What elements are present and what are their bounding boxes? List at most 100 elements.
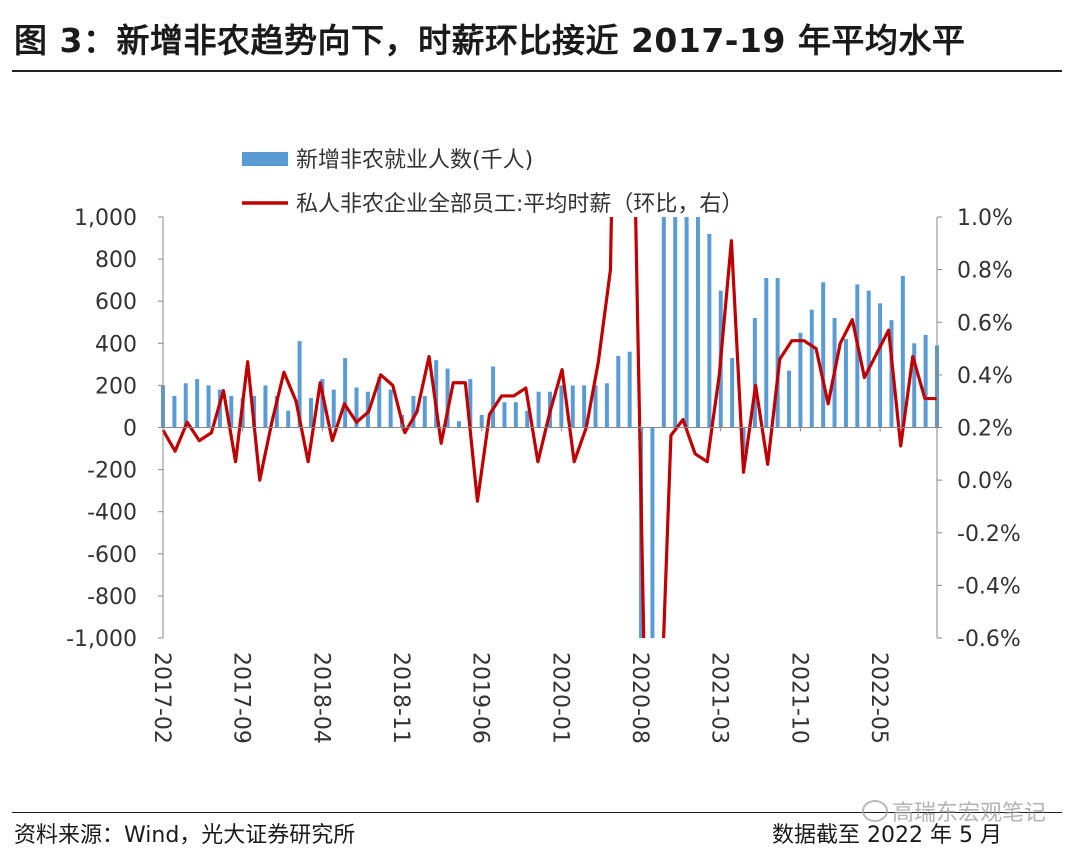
y-right-tick-label: 0.8% [957,259,1013,284]
bar-19 [377,376,382,428]
y-left-tick-label: -400 [87,501,137,526]
bar-9 [263,385,268,428]
bar-43 [650,427,655,638]
bar-57 [809,309,814,428]
y-right-tick-label: -0.4% [957,574,1021,599]
x-tick-label: 2021-10 [786,652,811,744]
y-left-tick-label: 400 [95,332,137,357]
legend-bar-swatch [242,152,288,166]
chart-title: 图 3：新增非农趋势向下，时薪环比接近 2017-19 年平均水平 [14,21,966,60]
bar-47 [695,217,700,428]
footer-divider [12,812,1062,813]
y-left-tick-label: 200 [95,374,137,399]
bar-11 [286,410,291,428]
bar-38 [593,385,598,428]
bar-32 [525,410,530,428]
x-tick-label: 2021-03 [707,652,732,744]
bar-56 [798,332,803,428]
bar-67 [923,334,928,428]
bar-48 [707,233,712,428]
bar-6 [229,395,234,428]
bar-24 [434,360,439,428]
bar-29 [491,366,496,428]
bar-31 [513,402,518,428]
y-left-tick-label: -200 [87,459,137,484]
watermark-text: 高瑞东宏观笔记 [891,801,1046,826]
x-tick-label: 2018-11 [388,652,413,744]
bar-30 [502,402,507,428]
y-right-tick-label: -0.6% [957,627,1021,652]
bar-64 [889,320,894,428]
bar-16 [343,358,348,428]
bar-15 [331,389,336,428]
bar-45 [673,217,678,428]
wage-line [161,217,937,638]
line-layer [161,217,937,638]
bar-66 [912,343,917,428]
bar-12 [297,341,302,428]
x-tick-label: 2020-01 [547,652,572,744]
bar-13 [308,398,313,428]
y-left-tick-label: -800 [87,585,137,610]
y-left-tick-label: 800 [95,248,137,273]
bar-62 [866,290,871,428]
y-right-tick-label: 0.2% [957,417,1013,442]
y-right-tick-label: 0.6% [957,311,1013,336]
bar-40 [616,355,621,428]
wechat-icon [861,800,888,822]
x-tick-label: 2022-05 [866,652,891,744]
x-tick-label: 2018-04 [308,652,333,744]
bar-53 [764,278,769,428]
date-note: 数据截至 2022 年 5 月 [772,823,1002,848]
y-left-tick-label: 600 [95,290,137,315]
bar-60 [843,339,848,428]
bar-2 [183,383,188,428]
x-tick-label: 2017-02 [149,652,174,744]
bar-65 [900,275,905,428]
source-note: 资料来源：Wind，光大证券研究所 [14,823,356,848]
bar-3 [195,379,200,428]
bar-20 [388,389,393,428]
bar-23 [422,395,427,428]
y-right-tick-label: -0.2% [957,522,1021,547]
legend-bar-label: 新增非农就业人数(千人) [296,148,533,173]
bar-51 [741,427,746,453]
y-left-tick-label: -600 [87,543,137,568]
y-left-tick-label: -1,000 [66,627,137,652]
bar-25 [445,368,450,428]
bar-28 [479,414,484,428]
bar-10 [274,395,279,428]
bar-52 [752,318,757,428]
bar-26 [456,421,461,428]
bar-22 [411,395,416,428]
bar-41 [627,351,632,428]
bar-55 [787,370,792,428]
bar-44 [661,217,666,428]
watermark: 高瑞东宏观笔记 [861,795,1046,827]
y-right-tick-label: 0.0% [957,469,1013,494]
legend-line-label: 私人非农企业全部员工:平均时薪（环比，右） [296,192,743,217]
bar-27 [468,379,473,428]
y-right-tick-label: 0.4% [957,364,1013,389]
bar-58 [821,282,826,428]
x-tick-label: 2020-08 [627,652,652,744]
legend: 新增非农就业人数(千人) 私人非农企业全部员工:平均时薪（环比，右） [242,148,743,217]
y-left-tick-label: 1,000 [74,206,137,231]
bar-37 [582,385,587,428]
bar-39 [604,383,609,428]
bar-61 [855,284,860,428]
x-tick-label: 2017-09 [229,652,254,744]
bar-50 [730,358,735,428]
bar-35 [559,385,564,428]
y-left-tick-label: 0 [123,417,137,442]
bar-14 [320,379,325,428]
bar-4 [206,385,211,428]
bar-1 [172,395,177,428]
axes-layer: 1,000 800 600 400 200 0 -200 -400 -600 -800 -1,000… [66,206,1021,744]
bar-36 [570,385,575,428]
bar-17 [354,387,359,428]
bar-63 [878,303,883,428]
bar-54 [775,278,780,428]
bar-46 [684,217,689,428]
